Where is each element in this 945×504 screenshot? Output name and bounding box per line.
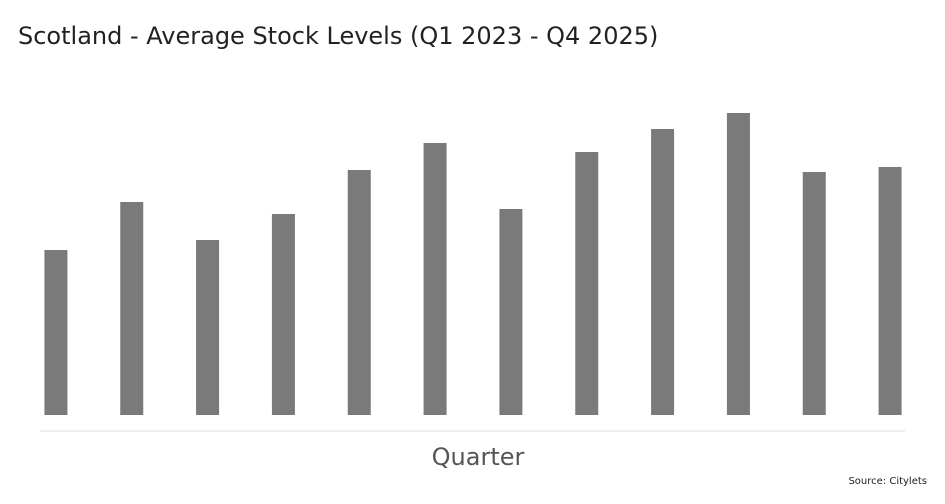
bar bbox=[802, 172, 826, 415]
bar bbox=[271, 214, 295, 415]
bar bbox=[499, 209, 523, 415]
bar bbox=[878, 167, 902, 415]
bar bbox=[423, 143, 447, 415]
bar bbox=[44, 250, 68, 415]
chart-title: Scotland - Average Stock Levels (Q1 2023… bbox=[18, 22, 658, 50]
bar bbox=[651, 129, 675, 415]
source-note: Source: Citylets bbox=[848, 476, 927, 487]
x-axis-label: Quarter bbox=[432, 443, 525, 471]
bar bbox=[347, 170, 371, 415]
bar bbox=[726, 113, 750, 415]
bar bbox=[575, 152, 599, 415]
bar bbox=[196, 240, 220, 415]
bar bbox=[120, 202, 144, 415]
